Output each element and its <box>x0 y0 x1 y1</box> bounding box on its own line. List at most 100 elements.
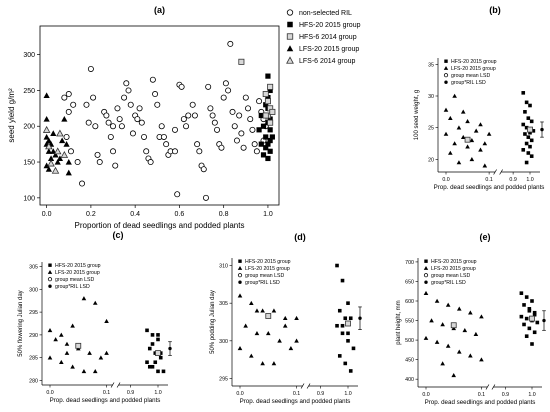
data-point <box>240 144 247 151</box>
legend-marker <box>286 56 294 64</box>
legend-label: group mean LSD <box>245 273 284 279</box>
data-point <box>267 127 273 133</box>
data-point <box>174 191 181 198</box>
data-point <box>267 137 273 144</box>
y-axis-label: 50% podding Julian day <box>210 290 216 354</box>
data-point <box>263 145 269 151</box>
data-point <box>264 98 271 105</box>
data-point <box>53 337 58 342</box>
data-point <box>214 126 221 133</box>
legend-marker <box>423 273 429 278</box>
x-tick-label: 1.0 <box>263 211 273 218</box>
legend-marker <box>238 280 242 284</box>
y-axis-label: 100 seed weight, g <box>414 90 420 140</box>
data-point <box>263 134 269 140</box>
x-tick-label: 0.6 <box>175 211 185 218</box>
x-axis-label: Prop. dead seedlings and podded plants <box>50 397 161 404</box>
legend-label: group mean LSD <box>451 73 490 79</box>
data-point <box>450 322 457 329</box>
data-point <box>452 93 457 98</box>
data-point <box>448 150 453 155</box>
data-point <box>527 126 533 133</box>
data-point <box>528 103 532 108</box>
data-point <box>110 148 117 155</box>
data-point <box>205 83 212 90</box>
data-point <box>529 315 535 322</box>
data-point <box>238 58 245 65</box>
legend-marker <box>237 266 243 270</box>
panel-e: 0.0 0.1 0.9 1.0 400 450 500 550 600 650 700 Prop. d… <box>396 232 546 406</box>
legend-marker <box>443 73 449 78</box>
data-point <box>532 312 537 317</box>
data-point <box>258 141 264 147</box>
data-point <box>524 141 529 146</box>
data-point <box>158 355 163 360</box>
y-tick-label: 285 <box>29 356 38 362</box>
y-tick-label: 150 <box>23 160 35 167</box>
data-point <box>267 87 273 94</box>
data-point <box>61 94 68 101</box>
data-point <box>260 152 267 158</box>
data-point <box>59 137 66 144</box>
data-point <box>348 316 353 321</box>
data-point <box>56 155 64 162</box>
data-point <box>191 112 198 119</box>
data-point <box>348 369 353 373</box>
data-point <box>478 147 483 152</box>
data-point <box>112 162 119 169</box>
legend-label: group*RIL LSD <box>55 284 90 290</box>
data-point <box>423 335 429 340</box>
axis-break-mark <box>499 169 503 175</box>
data-point <box>118 123 125 130</box>
data-point <box>247 116 254 123</box>
data-point <box>63 141 70 147</box>
data-point <box>180 116 187 123</box>
data-point <box>532 310 537 315</box>
data-point <box>262 91 269 98</box>
data-point <box>141 133 148 140</box>
data-point <box>59 332 64 337</box>
data-point <box>50 130 57 136</box>
data-point <box>527 307 532 311</box>
legend-label: group mean LSD <box>431 273 470 279</box>
data-point <box>526 135 531 139</box>
data-point <box>265 141 271 147</box>
data-point <box>519 314 524 319</box>
data-point <box>147 346 152 351</box>
data-point <box>178 83 185 90</box>
y-tick-label: 280 <box>29 378 38 384</box>
data-point <box>53 147 62 155</box>
data-point <box>64 350 70 355</box>
data-point <box>52 151 59 158</box>
data-point <box>150 364 155 369</box>
data-point <box>74 159 81 166</box>
data-point <box>445 302 451 307</box>
data-point <box>153 360 158 365</box>
legend-marker <box>286 9 294 16</box>
y-tick-label: 310 <box>219 264 228 270</box>
data-point <box>478 122 483 127</box>
data-point <box>136 105 143 112</box>
data-point <box>104 350 109 355</box>
data-point <box>294 338 299 343</box>
data-point <box>185 112 192 119</box>
data-point <box>530 342 534 346</box>
data-point <box>473 128 479 133</box>
data-point <box>519 291 524 295</box>
data-point <box>521 91 526 95</box>
y-tick-label: 450 <box>405 358 414 364</box>
y-tick-label: 250 <box>23 88 35 95</box>
y-tick-label: 300 <box>29 287 38 293</box>
data-point <box>294 315 299 321</box>
x-tick-label: 0.0 <box>422 392 429 398</box>
data-point <box>138 119 145 126</box>
data-point <box>155 350 161 357</box>
data-point <box>229 108 236 115</box>
data-point <box>269 108 276 115</box>
data-point <box>61 115 68 122</box>
data-point <box>469 157 475 162</box>
data-point <box>127 101 134 108</box>
data-point <box>43 115 50 122</box>
data-point <box>249 126 256 133</box>
legend-label: HFS-20 2015 group <box>245 259 291 265</box>
